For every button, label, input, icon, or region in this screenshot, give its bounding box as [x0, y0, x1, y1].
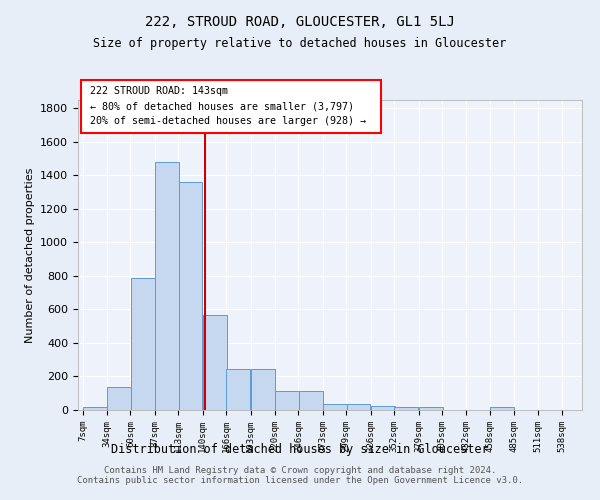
Text: Distribution of detached houses by size in Gloucester: Distribution of detached houses by size … [111, 442, 489, 456]
Bar [83, 406, 107, 410]
Text: Size of property relative to detached houses in Gloucester: Size of property relative to detached ho… [94, 38, 506, 51]
Bar [323, 404, 347, 410]
Bar [275, 390, 299, 410]
Bar [394, 406, 418, 410]
Bar [251, 369, 275, 410]
Bar [226, 369, 250, 410]
Bar [155, 162, 179, 410]
Bar [299, 390, 323, 410]
Bar [107, 388, 131, 410]
Bar [131, 278, 155, 410]
Text: 222 STROUD ROAD: 143sqm
← 80% of detached houses are smaller (3,797)
20% of semi: 222 STROUD ROAD: 143sqm ← 80% of detache… [90, 86, 366, 126]
Bar [203, 316, 227, 410]
Text: 222, STROUD ROAD, GLOUCESTER, GL1 5LJ: 222, STROUD ROAD, GLOUCESTER, GL1 5LJ [145, 15, 455, 29]
Y-axis label: Number of detached properties: Number of detached properties [25, 168, 35, 342]
Bar [419, 408, 443, 410]
Bar [347, 404, 370, 410]
Bar [179, 182, 202, 410]
Bar [490, 406, 514, 410]
Text: Contains HM Land Registry data © Crown copyright and database right 2024.
Contai: Contains HM Land Registry data © Crown c… [77, 466, 523, 485]
Bar [371, 406, 395, 410]
